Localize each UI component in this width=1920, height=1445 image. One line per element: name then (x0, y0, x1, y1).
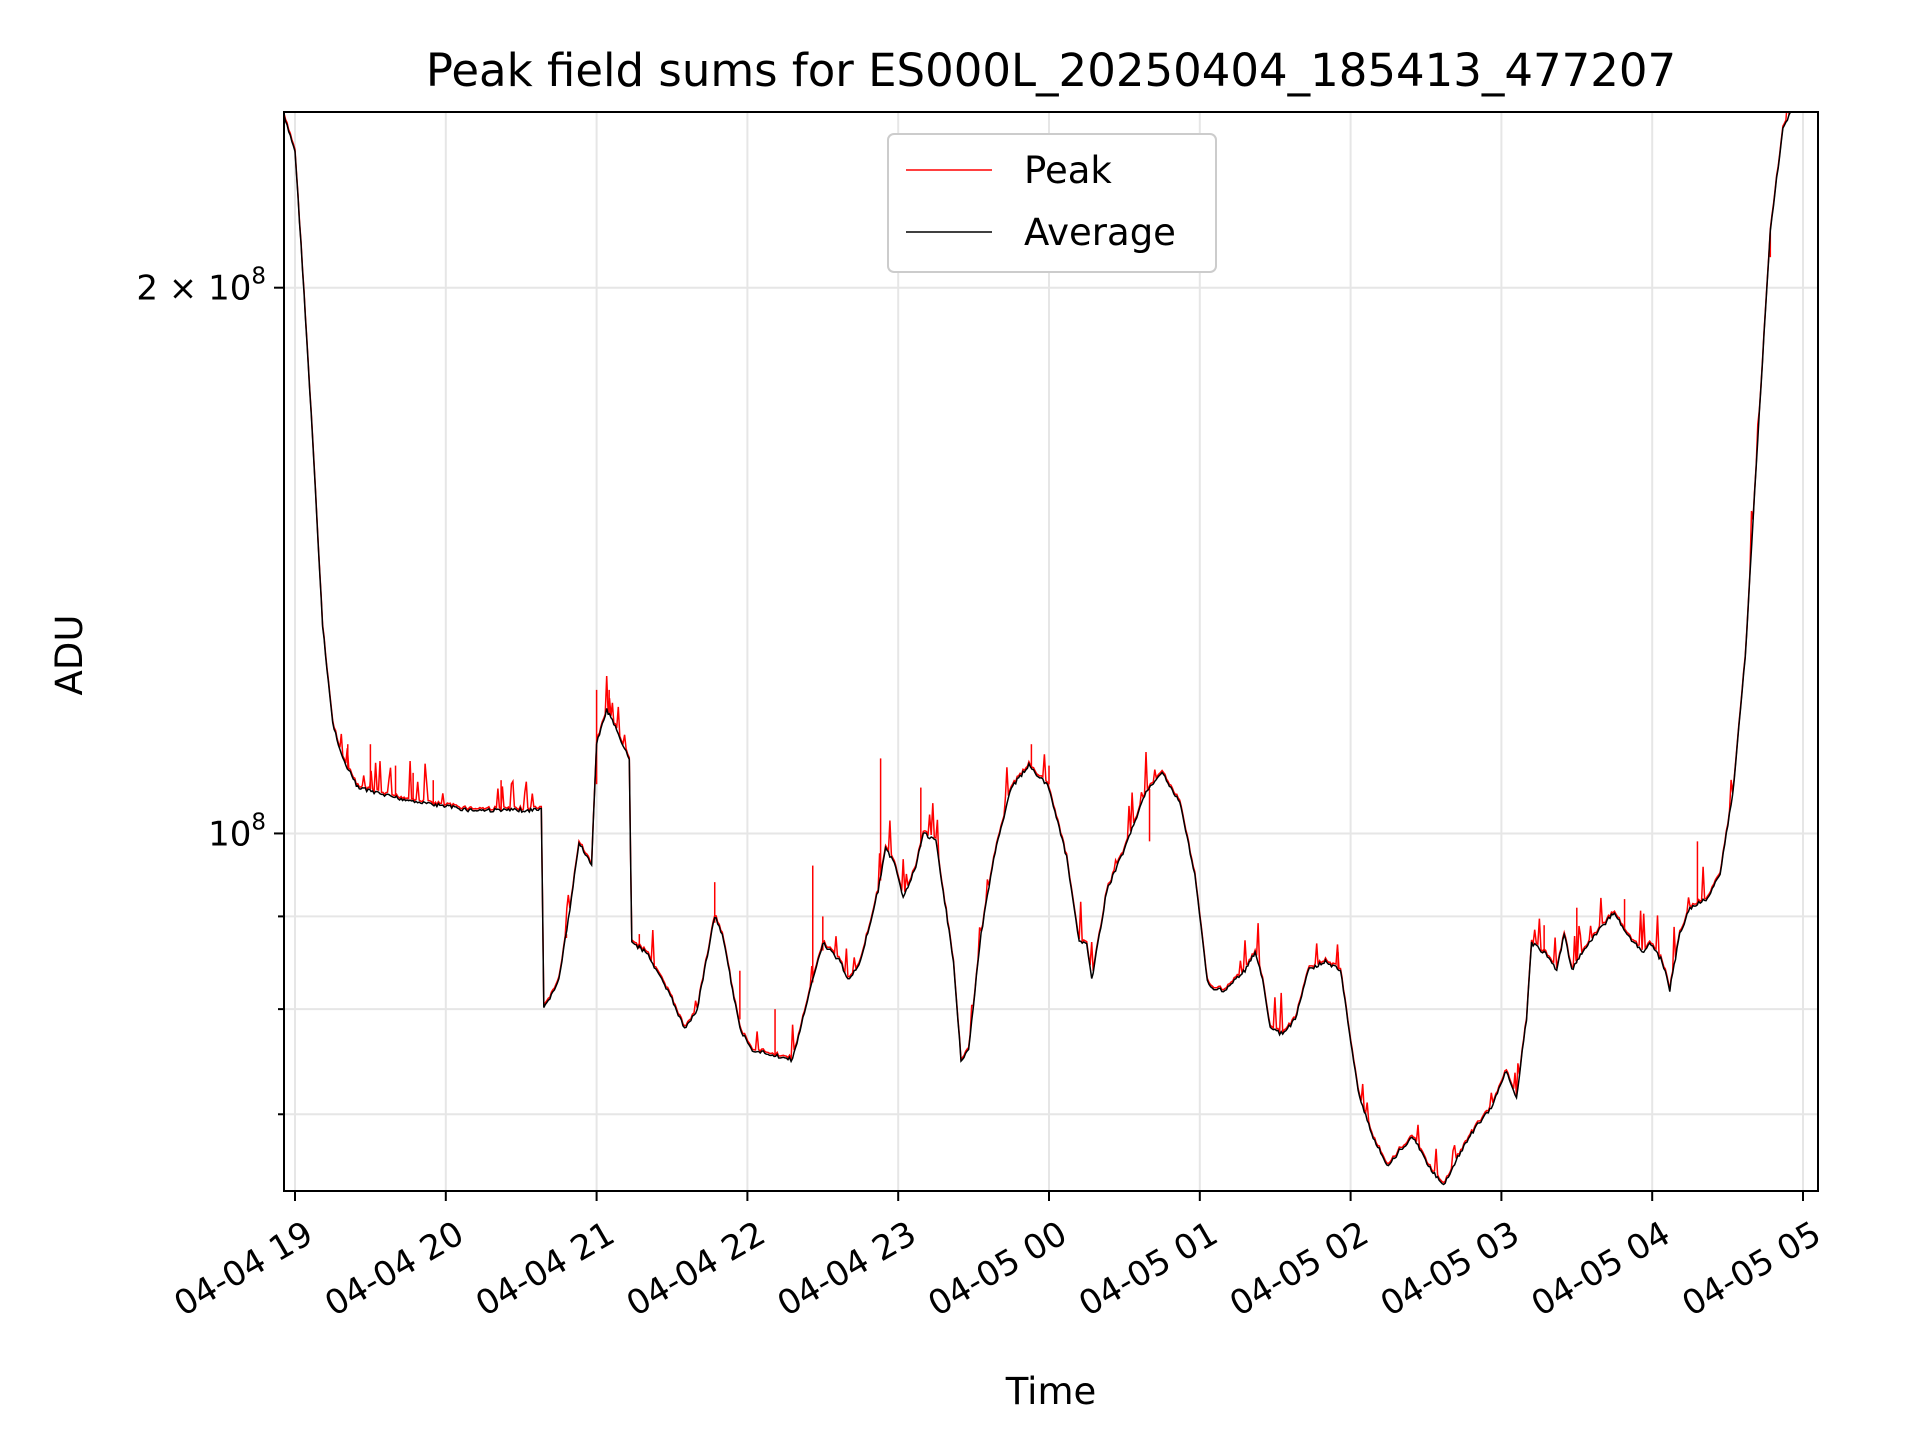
series-layer (284, 112, 1792, 1186)
plot-frame (283, 111, 1819, 1192)
x-axis-label: Time (1005, 1370, 1097, 1413)
series-line-peak (284, 112, 1791, 1184)
y-tick-label: 2 × 108 (136, 264, 266, 309)
legend-label-average: Average (1024, 211, 1176, 254)
y-tick-label: 108 (208, 809, 266, 854)
chart-title: Peak field sums for ES000L_20250404_1854… (426, 44, 1676, 97)
y-axis-label: ADU (48, 615, 91, 696)
series-line-average (284, 112, 1792, 1186)
grid (284, 112, 1818, 1191)
legend-label-peak: Peak (1024, 149, 1112, 192)
legend: Peak Average (887, 133, 1217, 273)
legend-box (887, 133, 1217, 273)
